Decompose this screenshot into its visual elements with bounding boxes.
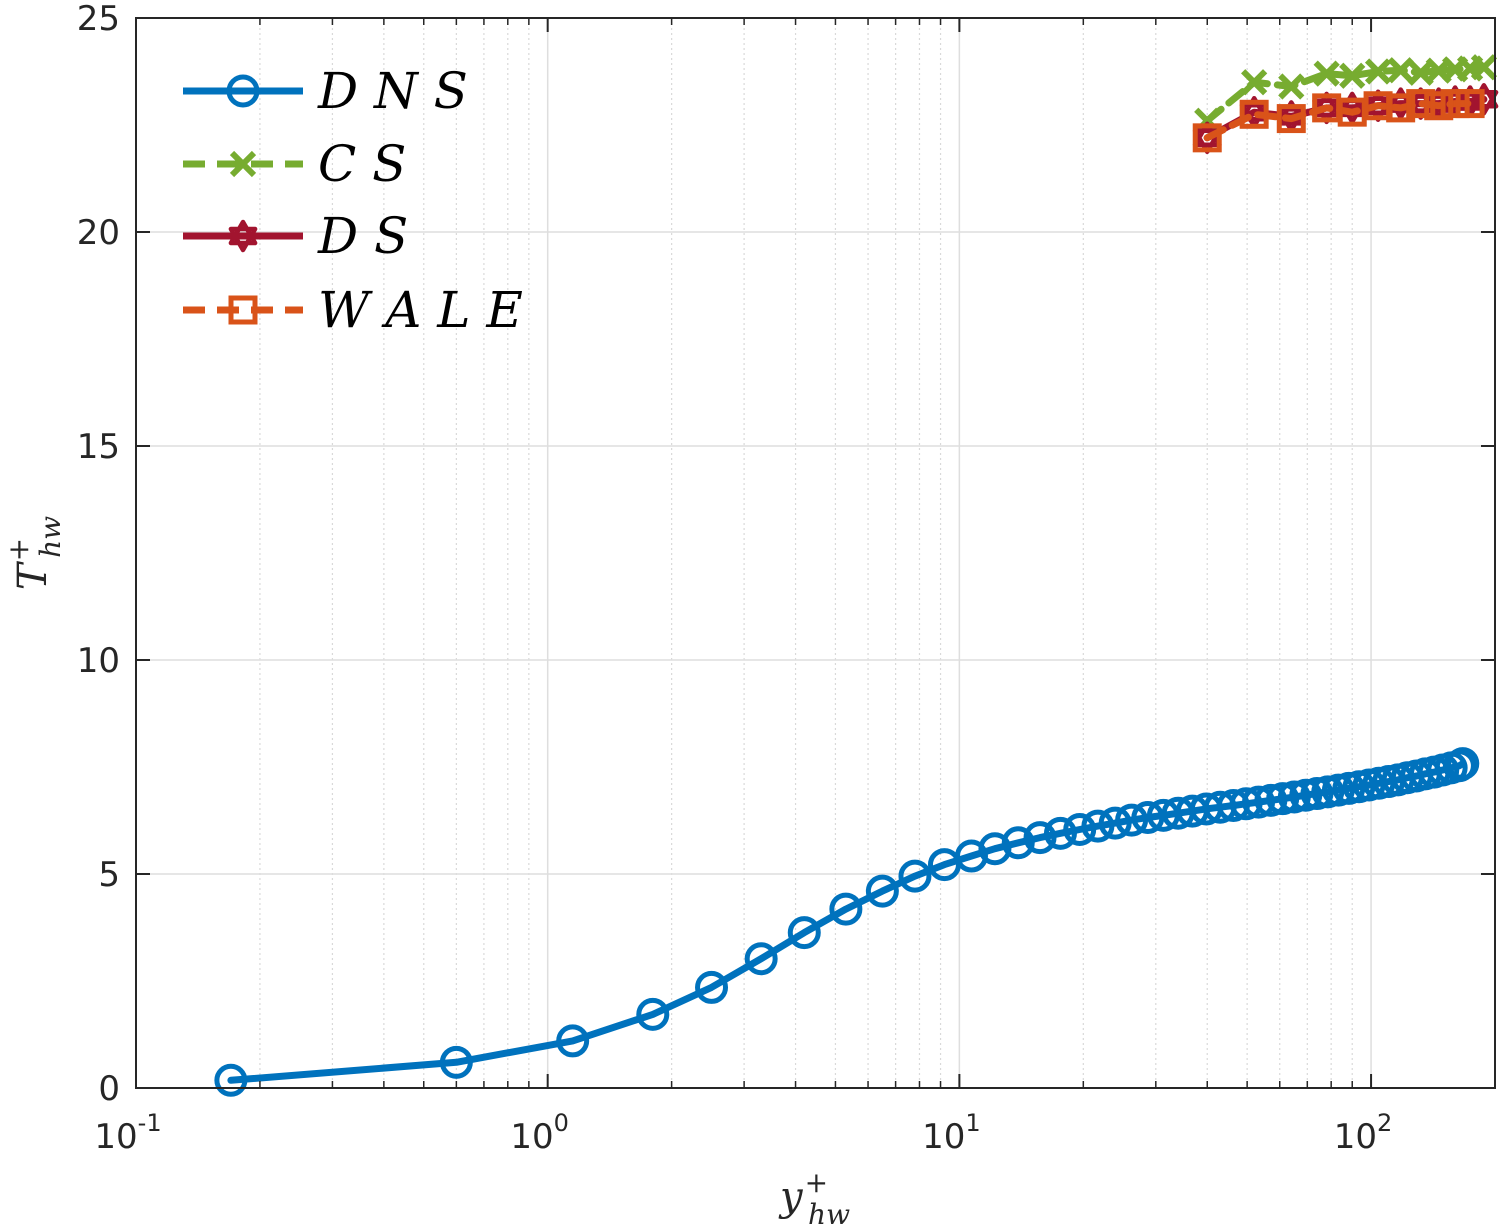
legend-label: C S (318, 135, 406, 193)
data-point-wale (1424, 91, 1454, 121)
x-tick-label: 10-1 (94, 1109, 161, 1157)
y-tick-label: 0 (98, 1069, 120, 1109)
plot-area (136, 18, 1495, 1088)
legend-label: D N S (317, 62, 468, 120)
legend-item-dns: D N S (183, 62, 468, 120)
data-point-dns (1242, 785, 1276, 819)
x-tick-exponent: -1 (138, 1109, 162, 1137)
legend: D N S C S D S W A L E (183, 62, 523, 339)
data-point-dns (1063, 812, 1097, 846)
y-tick-labels: 0 5 10 15 20 25 (77, 0, 120, 1109)
data-point-dns (636, 997, 670, 1031)
axes-box (135, 17, 1496, 1089)
data-point-dns (1289, 778, 1323, 812)
data-point-cs (1313, 60, 1340, 87)
legend-marker (229, 150, 257, 178)
tick-marks (135, 17, 1495, 1089)
data-point-wale (1276, 104, 1306, 134)
series-line-dns (227, 760, 1467, 1084)
x-tick-label: 100 (510, 1109, 569, 1157)
data-point-wale (1406, 89, 1436, 119)
data-point-dns (1023, 821, 1057, 855)
data-point-dns (865, 874, 899, 908)
x-tick-base: 10 (510, 1117, 553, 1157)
x-axis-label: y+ hw (778, 1166, 850, 1227)
data-point-dns (1277, 780, 1311, 814)
data-point-dns (1254, 783, 1288, 817)
y-tick-label: 10 (77, 641, 120, 681)
x-tick-base: 10 (922, 1117, 965, 1157)
data-point-wale (1239, 99, 1269, 129)
x-axis-label-sub: hw (808, 1198, 850, 1227)
data-point-wale (1192, 123, 1222, 153)
data-point-cs (1278, 73, 1305, 100)
x-tick-exponent: 1 (965, 1109, 980, 1137)
legend-label: W A L E (318, 281, 523, 339)
y-axis-label-sub: hw (34, 516, 67, 558)
y-tick-label: 20 (77, 213, 120, 253)
data-point-dns (1098, 806, 1132, 840)
data-point-dns (787, 916, 821, 950)
legend-label: D S (317, 207, 408, 265)
series-cs (1194, 54, 1498, 134)
legend-item-cs: C S (183, 135, 406, 193)
data-point-wale (1440, 89, 1470, 119)
y-axis-label-sup: + (2, 538, 35, 561)
x-tick-base: 10 (94, 1117, 137, 1157)
data-point-dns (1131, 801, 1165, 835)
data-point-cs (1339, 62, 1366, 89)
y-axis-label: T+hw (2, 516, 67, 590)
legend-item-ds: D S (183, 207, 408, 265)
x-tick-base: 10 (1334, 1117, 1377, 1157)
x-tick-label: 102 (1334, 1109, 1393, 1157)
x-tick-exponent: 2 (1377, 1109, 1392, 1137)
x-tick-exponent: 0 (554, 1109, 569, 1137)
x-axis-label-base: y (778, 1174, 804, 1220)
data-point-dns (214, 1063, 248, 1097)
data-point-dns (898, 859, 932, 893)
data-point-dns (829, 892, 863, 926)
data-point-dns (1229, 787, 1263, 821)
data-point-dns (1043, 816, 1077, 850)
legend-marker (226, 74, 260, 108)
data-point-dns (1001, 826, 1035, 860)
x-tick-label: 101 (922, 1109, 981, 1157)
legend-marker (228, 295, 258, 325)
data-point-dns (439, 1045, 473, 1079)
y-tick-label: 15 (77, 427, 120, 467)
data-point-cs (1241, 69, 1268, 96)
data-point-dns (978, 832, 1012, 866)
series-dns (214, 747, 1480, 1097)
series-wale (1192, 89, 1485, 153)
data-point-dns (744, 942, 778, 976)
data-point-cs (1364, 58, 1392, 85)
data-point-wale (1386, 93, 1416, 123)
data-point-dns (1266, 782, 1300, 816)
y-tick-label: 5 (98, 855, 120, 895)
x-tick-labels: 10-1 100 101 102 (94, 1109, 1392, 1157)
y-tick-label: 25 (77, 0, 120, 39)
data-point-dns (556, 1024, 590, 1058)
data-point-cs (1387, 57, 1414, 84)
grid (136, 18, 1495, 1088)
legend-marker (228, 219, 258, 253)
legend-item-wale: W A L E (183, 281, 523, 339)
x-axis-label-sup: + (805, 1166, 828, 1199)
series-layer (214, 54, 1499, 1097)
data-point-dns (1115, 803, 1149, 837)
y-axis-label-base: T (10, 560, 56, 590)
data-point-dns (1081, 809, 1115, 843)
data-point-cs (1470, 54, 1498, 81)
data-point-wale (1455, 89, 1485, 119)
data-point-dns (1446, 747, 1480, 781)
data-point-dns (695, 970, 729, 1004)
